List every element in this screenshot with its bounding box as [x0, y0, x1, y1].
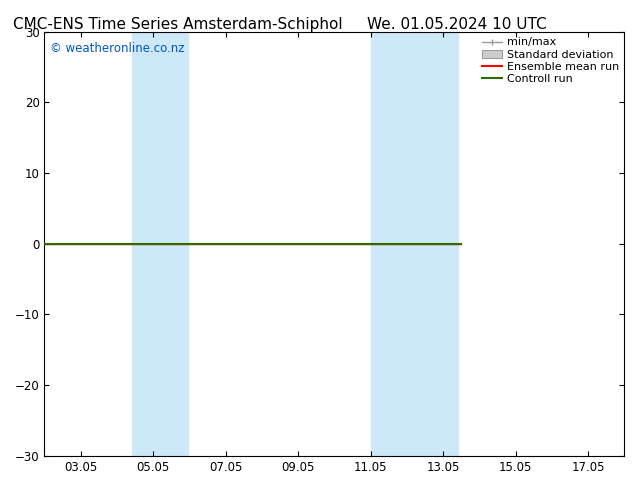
Legend: min/max, Standard deviation, Ensemble mean run, Controll run: min/max, Standard deviation, Ensemble me…	[479, 34, 622, 87]
Text: © weatheronline.co.nz: © weatheronline.co.nz	[50, 43, 184, 55]
Bar	[132, 32, 188, 456]
Bar	[371, 32, 458, 456]
Text: CMC-ENS Time Series Amsterdam-Schiphol: CMC-ENS Time Series Amsterdam-Schiphol	[13, 17, 342, 32]
Text: We. 01.05.2024 10 UTC: We. 01.05.2024 10 UTC	[366, 17, 547, 32]
